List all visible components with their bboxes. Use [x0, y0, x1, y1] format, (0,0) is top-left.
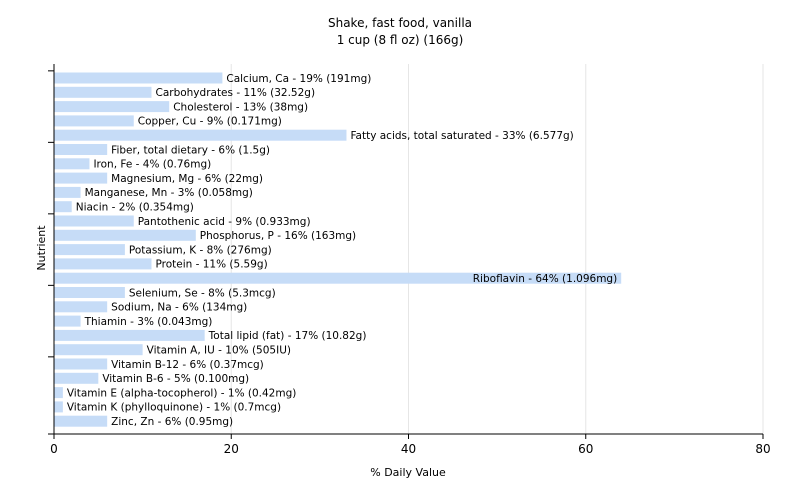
bar-carbohydrates: [54, 86, 152, 98]
bar-label: Zinc, Zn - 6% (0.95mg): [111, 416, 233, 428]
bar-manganese-mn: [54, 186, 81, 198]
bar-potassium-k: [54, 244, 125, 256]
bar-thiamin: [54, 315, 81, 327]
x-tick-label: 0: [50, 442, 58, 456]
bar-cholesterol: [54, 101, 170, 113]
x-tick-label: 80: [755, 442, 770, 456]
chart-title: Shake, fast food, vanilla: [328, 16, 472, 30]
bar-label: Sodium, Na - 6% (134mg): [111, 302, 247, 314]
bars: Calcium, Ca - 19% (191mg) Carbohydrates -…: [54, 72, 622, 428]
bar-label: Vitamin B-12 - 6% (0.37mcg): [111, 359, 264, 371]
bar-label: Iron, Fe - 4% (0.76mg): [93, 159, 211, 171]
bar-label: Selenium, Se - 8% (5.3mcg): [129, 287, 276, 299]
y-axis-title: Nutrient: [35, 225, 48, 271]
bar-vitamin-a-iu: [54, 344, 143, 356]
bar-label: Fiber, total dietary - 6% (1.5g): [111, 144, 270, 156]
bar-selenium-se: [54, 287, 125, 298]
bar-label: Fatty acids, total saturated - 33% (6.57…: [350, 130, 573, 142]
bar-sodium-na: [54, 301, 108, 313]
bar-fiber-total-dietary: [54, 144, 108, 155]
bar-label: Vitamin E (alpha-tocopherol) - 1% (0.42m…: [67, 387, 296, 399]
x-axis-title: % Daily Value: [370, 466, 446, 479]
bar-label: Vitamin A, IU - 10% (505IU): [147, 345, 291, 357]
bar-label: Vitamin B-6 - 5% (0.100mg): [102, 373, 249, 385]
x-tick-label: 40: [401, 442, 416, 456]
bar-vitamin-e-alpha-tocopherol: [54, 387, 63, 399]
bar-label: Potassium, K - 8% (276mg): [129, 244, 272, 256]
bar-niacin: [54, 201, 72, 213]
bar-total-lipid-fat: [54, 329, 205, 341]
bar-label: Cholesterol - 13% (38mg): [173, 101, 308, 113]
grid: [230, 64, 764, 434]
axes: 0 20 40 60 80: [48, 64, 771, 456]
bar-copper-cu: [54, 115, 134, 127]
bar-label: Thiamin - 3% (0.043mg): [84, 316, 213, 328]
bar-label: Total lipid (fat) - 17% (10.82g): [208, 330, 367, 342]
bar-label: Pantothenic acid - 9% (0.933mg): [138, 216, 311, 228]
bar-label: Magnesium, Mg - 6% (22mg): [111, 173, 263, 185]
bar-phosphorus-p: [54, 229, 196, 241]
chart-subtitle: 1 cup (8 fl oz) (166g): [337, 33, 464, 47]
bar-vitamin-b-6: [54, 372, 99, 384]
x-tick-label: 20: [224, 442, 239, 456]
bar-label: Niacin - 2% (0.354mg): [76, 202, 194, 214]
bar-magnesium-mg: [54, 172, 108, 184]
bar-protein: [54, 258, 152, 270]
bar-vitamin-k-phylloquinone: [54, 401, 63, 413]
bar-pantothenic-acid: [54, 215, 134, 227]
bar-label: Carbohydrates - 11% (32.52g): [155, 87, 315, 99]
bar-label: Phosphorus, P - 16% (163mg): [200, 230, 356, 242]
bar-fatty-acids-total-saturated: [54, 129, 347, 141]
bar-label: Protein - 11% (5.59g): [155, 259, 267, 271]
bar-zinc-zn: [54, 415, 108, 427]
bar-riboflavin: [54, 272, 622, 284]
bar-label: Vitamin K (phylloquinone) - 1% (0.7mcg): [67, 402, 281, 414]
bar-calcium-ca: [54, 72, 223, 84]
bar-label: Manganese, Mn - 3% (0.058mg): [85, 187, 253, 199]
bar-label: Calcium, Ca - 19% (191mg): [226, 73, 371, 85]
bar-vitamin-b-12: [54, 358, 108, 370]
bar-iron-fe: [54, 158, 90, 170]
x-tick-label: 60: [578, 442, 593, 456]
bar-label: Riboflavin - 64% (1.096mg): [473, 273, 617, 285]
bar-label: Copper, Cu - 9% (0.171mg): [138, 116, 282, 128]
